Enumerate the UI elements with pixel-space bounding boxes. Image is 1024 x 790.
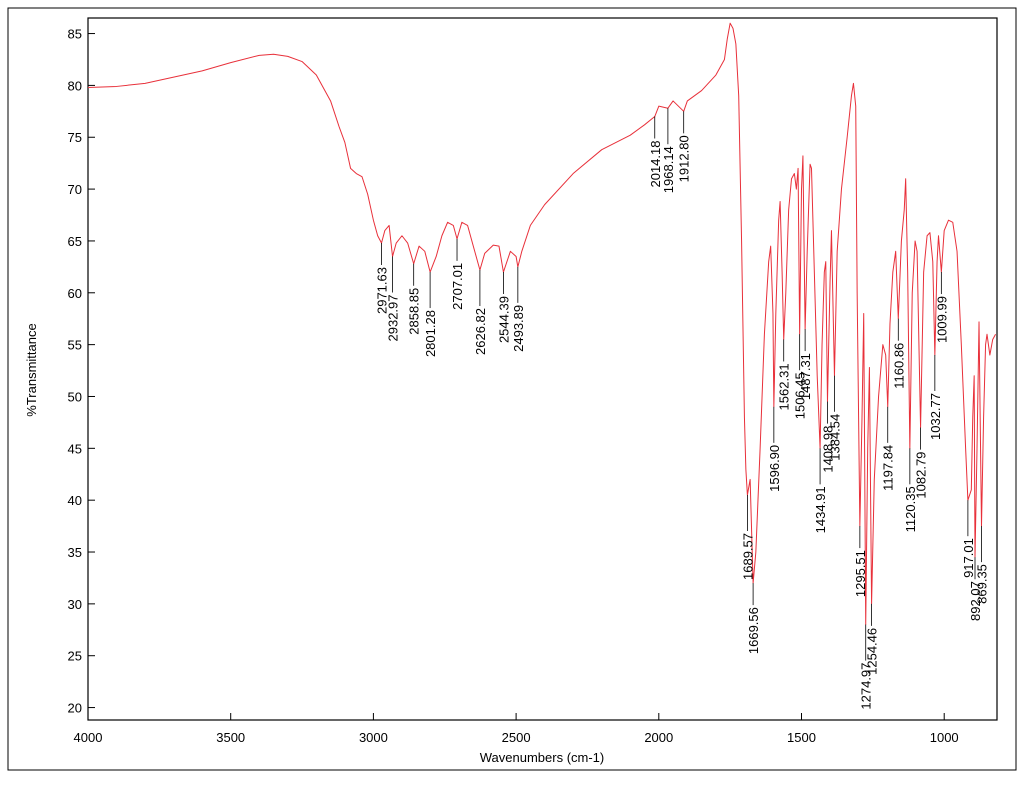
y-tick-label: 45 xyxy=(68,441,82,456)
x-tick-label: 2500 xyxy=(502,730,531,745)
x-tick-label: 3000 xyxy=(359,730,388,745)
y-tick-label: 20 xyxy=(68,701,82,716)
x-tick-label: 2000 xyxy=(644,730,673,745)
peak-label: 2626.82 xyxy=(473,308,488,355)
peak-label: 1197.84 xyxy=(881,445,896,491)
peak-label: 892.07 xyxy=(968,581,983,621)
peak-label: 1160.86 xyxy=(891,343,906,389)
peak-label: 2493.89 xyxy=(511,305,526,352)
y-tick-label: 75 xyxy=(68,130,82,145)
peak-label: 2858.85 xyxy=(407,288,422,335)
y-axis-label: %Transmittance xyxy=(24,323,39,416)
peak-label: 2707.01 xyxy=(450,263,465,310)
y-tick-label: 70 xyxy=(68,182,82,197)
y-tick-label: 25 xyxy=(68,649,82,664)
x-axis-label: Wavenumbers (cm-1) xyxy=(480,750,604,765)
y-tick-label: 30 xyxy=(68,597,82,612)
peak-label: 2932.97 xyxy=(386,294,401,341)
peak-label: 1009.99 xyxy=(934,296,949,343)
x-tick-label: 4000 xyxy=(74,730,103,745)
y-tick-label: 85 xyxy=(68,27,82,42)
peak-label: 1968.14 xyxy=(661,146,676,193)
plot-frame xyxy=(87,17,998,721)
peak-label: 1434.91 xyxy=(813,486,828,533)
peak-label: 1596.90 xyxy=(767,445,782,492)
x-tick-label: 3500 xyxy=(216,730,245,745)
outer-frame xyxy=(7,7,1017,771)
y-tick-label: 60 xyxy=(68,286,82,301)
peak-label: 2801.28 xyxy=(423,310,438,357)
y-tick-label: 35 xyxy=(68,545,82,560)
peak-label: 1562.31 xyxy=(777,363,792,410)
peak-label: 1384.54 xyxy=(827,414,842,461)
peak-label: 1032.77 xyxy=(928,393,943,440)
peak-label: 1254.46 xyxy=(865,628,880,675)
peak-label: 1487.31 xyxy=(798,353,813,400)
x-tick-label: 1500 xyxy=(787,730,816,745)
spectrum-line xyxy=(87,22,997,626)
peak-label: 1408.98 xyxy=(820,426,835,473)
peak-label: 1689.57 xyxy=(740,533,755,580)
peak-label: 1669.56 xyxy=(746,607,761,654)
peak-label: 1912.80 xyxy=(677,135,692,182)
y-tick-label: 65 xyxy=(68,234,82,249)
y-tick-label: 50 xyxy=(68,389,82,404)
peak-label: 2014.18 xyxy=(648,141,663,188)
peak-label: 917.01 xyxy=(961,538,976,578)
peak-label: 1506.45 xyxy=(793,372,808,419)
peak-label: 1274.97 xyxy=(859,663,874,710)
y-tick-label: 55 xyxy=(68,338,82,353)
peak-label: 1120.35 xyxy=(903,486,918,532)
peak-label: 1082.79 xyxy=(914,452,929,499)
peak-label: 2544.39 xyxy=(496,296,511,343)
peak-label: 869.35 xyxy=(974,564,989,604)
peak-label: 1295.51 xyxy=(853,550,868,597)
y-tick-label: 40 xyxy=(68,493,82,508)
y-tick-label: 80 xyxy=(68,78,82,93)
x-tick-label: 1000 xyxy=(930,730,959,745)
peak-label: 2971.63 xyxy=(374,267,389,314)
